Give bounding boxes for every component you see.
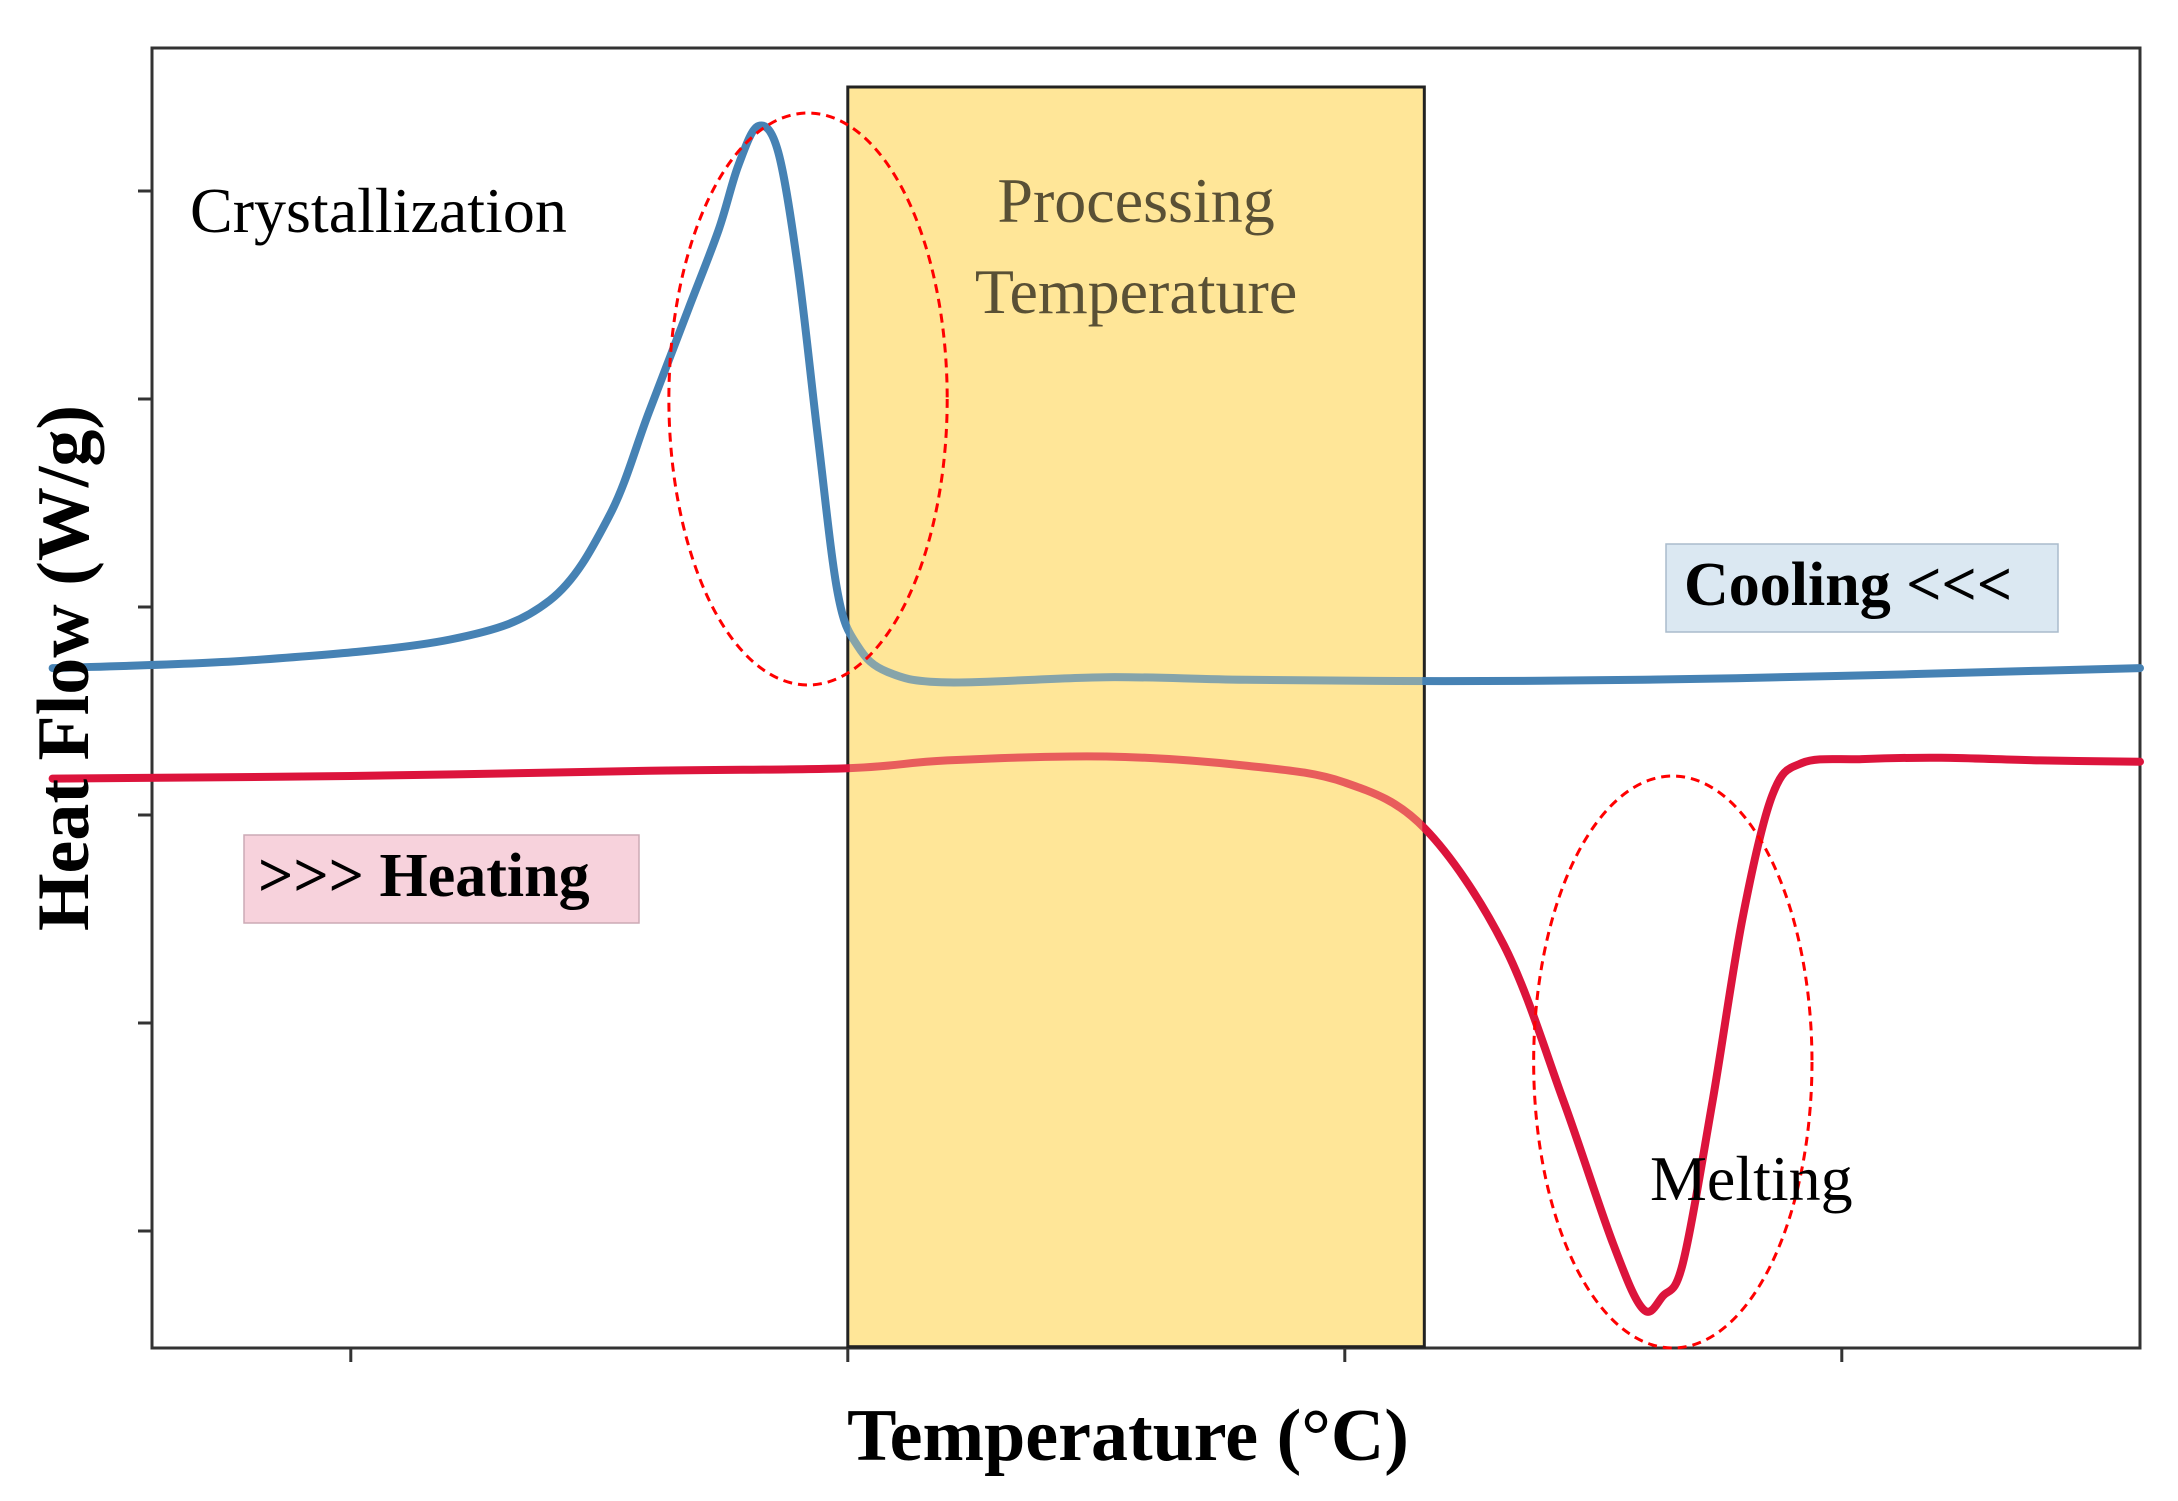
crystallization-ellipse <box>667 111 949 687</box>
heating-legend-label: >>> Heating <box>258 842 590 910</box>
heating-legend-box <box>243 834 640 924</box>
band-label-line-1: Processing <box>997 165 1274 236</box>
cooling-curve <box>48 121 2144 687</box>
processing-temperature-band <box>846 85 1426 1349</box>
melting-ellipse <box>1532 774 1814 1350</box>
band-label-line-2: Temperature <box>975 256 1297 327</box>
band-tint-overlay <box>849 89 1423 1345</box>
y-axis-ticks <box>138 189 152 1233</box>
melting-label: Melting <box>1650 1143 1853 1214</box>
x-axis-ticks <box>349 1348 1844 1362</box>
y-axis-title: Heat Flow (W/g) <box>23 405 105 931</box>
crystallization-label: Crystallization <box>190 175 567 246</box>
cooling-legend-label: Cooling <<< <box>1684 551 2012 619</box>
heating-curve <box>48 752 2144 1316</box>
x-axis-title: Temperature (°C) <box>847 1395 1409 1477</box>
cooling-legend-box <box>1665 543 2059 633</box>
